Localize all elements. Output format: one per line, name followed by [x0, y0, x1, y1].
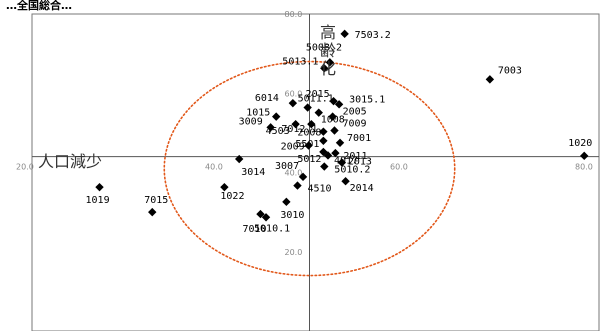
data-point-label: 1019 [86, 195, 110, 206]
data-point-label: 7001 [347, 133, 371, 144]
data-point-marker [319, 136, 328, 145]
data-point-marker [303, 103, 312, 112]
data-point-marker [261, 213, 271, 222]
data-point-marker [266, 123, 275, 132]
data-point-marker [323, 151, 333, 160]
data-point-label: 7012.1 [281, 124, 317, 135]
data-point-label: 2011 [343, 151, 367, 162]
chart-title: …全国総合… [6, 0, 72, 12]
data-point-label: 2013 [348, 157, 372, 168]
data-point-label: 7010 [242, 224, 266, 235]
data-point-marker [330, 126, 339, 135]
data-point-label: 2005 [343, 107, 367, 118]
data-point-label: 5008.2 [306, 42, 342, 53]
data-point-marker [282, 197, 291, 207]
data-point-marker [328, 112, 337, 121]
data-point-label: 3007 [275, 161, 299, 172]
data-point-marker [320, 64, 329, 73]
data-point-marker [485, 75, 495, 84]
points-layer: 7503.2 7003 1020 5008.2 5013.1 2015 3015.1 6014… [86, 29, 592, 235]
highlight-layer [163, 60, 456, 277]
data-point-marker [235, 154, 244, 164]
data-point-label: 5010.1 [254, 223, 290, 234]
data-point-marker [335, 138, 345, 147]
y-tick-label: 20.0 [285, 248, 303, 257]
data-point-label: 6014 [255, 93, 279, 104]
y-axis-label-char-2: 化 [320, 59, 336, 78]
data-point-label: 4510 [307, 184, 331, 195]
data-point-marker [340, 29, 349, 39]
data-point-label: 5011.1 [298, 94, 334, 105]
data-point-label: 3009 [239, 116, 263, 127]
x-tick-label: 20.0 [16, 163, 34, 172]
data-point-marker [325, 58, 335, 67]
y-axis-label-char-0: 高 [320, 23, 336, 42]
data-point-marker [314, 108, 323, 117]
data-point-marker [331, 148, 340, 158]
y-tick-label: 60.0 [285, 89, 303, 98]
data-point-marker [334, 100, 344, 109]
data-point-marker [291, 119, 300, 129]
data-point-marker [320, 162, 329, 171]
data-point-label: 7009 [342, 118, 366, 129]
data-point-label: 2015 [306, 89, 330, 100]
data-point-label: 7503.2 [355, 30, 391, 41]
data-point-label: 2008 [297, 128, 321, 139]
data-point-label: 3010 [280, 210, 304, 221]
data-point-label: 7003 [498, 65, 522, 76]
data-point-label: 5012 [297, 154, 321, 165]
data-point-label: 1022 [220, 191, 244, 202]
data-point-marker [272, 112, 281, 121]
axes-layer [32, 14, 599, 331]
data-point-marker [319, 127, 328, 136]
data-point-label: 4503 [266, 126, 290, 137]
x-tick-label: 40.0 [205, 163, 223, 172]
data-point-label: 3015.1 [349, 94, 385, 105]
data-point-marker [293, 181, 302, 190]
data-point-label: 3014 [241, 167, 265, 178]
data-point-label: 1015 [246, 108, 270, 119]
data-point-label: 1020 [568, 138, 592, 149]
y-tick-label: 40.0 [285, 169, 303, 178]
data-point-marker [304, 141, 313, 150]
data-point-label: 7015 [144, 195, 168, 206]
data-point-marker [341, 177, 350, 186]
tick-labels: 20.0 40.0 60.0 80.0 80.0 60.0 40.0 20.0 [16, 10, 593, 257]
y-axis-label-char-1: 齢 [320, 41, 336, 60]
x-tick-label: 60.0 [390, 163, 408, 172]
data-point-marker [95, 182, 104, 192]
data-point-marker [298, 172, 308, 182]
data-point-marker [220, 182, 229, 192]
x-axis-label: 人口減少 [38, 152, 102, 171]
data-point-label: 2009 [281, 142, 305, 153]
highlight-circle [163, 60, 456, 277]
data-point-marker [307, 119, 316, 129]
data-point-marker [288, 98, 298, 108]
y-tick-label: 80.0 [285, 10, 303, 19]
x-tick-label: 80.0 [575, 163, 593, 172]
data-point-label: 5013.1 [282, 56, 318, 67]
data-point-marker [256, 209, 265, 219]
data-point-marker [329, 96, 338, 106]
data-point-label: 5010.2 [334, 165, 370, 176]
plot-frame [31, 13, 600, 331]
data-point-marker [580, 151, 589, 161]
data-point-label: 4017 [334, 155, 358, 166]
data-point-marker [148, 207, 157, 217]
data-point-marker [337, 158, 347, 167]
data-point-label: 2014 [350, 183, 374, 194]
